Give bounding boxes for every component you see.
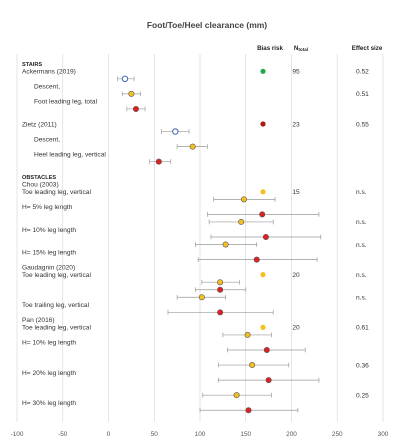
point-red-6 (132, 105, 139, 112)
study-label-16: Chou (2003) (22, 182, 59, 189)
study-label-34: Pan (2016) (22, 317, 55, 324)
bias-risk-dot-1 (260, 68, 266, 74)
section-label-0: STAIRS (22, 62, 42, 68)
bias-risk-dot-28 (260, 272, 266, 278)
point-red-13 (155, 158, 162, 165)
ci-whiskers (117, 76, 322, 413)
row-label-10: Descent, (34, 136, 60, 143)
effect-size-28: n.s. (356, 272, 367, 279)
row-label-5: Foot leading leg, total (34, 99, 98, 106)
point-red-38 (263, 346, 270, 353)
x-tick-label-1: -50 (58, 431, 68, 438)
row-label-22: H= 10% leg length (22, 227, 76, 234)
point-blue-2 (121, 75, 129, 83)
x-tick-label-2: 0 (107, 431, 111, 438)
effect-size-17: n.s. (356, 189, 367, 196)
n-total-35: 20 (292, 325, 300, 332)
effect-size-21: n.s. (356, 219, 367, 226)
effect-size-44: 0.25 (356, 392, 369, 399)
bias-risk-dot-35 (260, 324, 266, 330)
n-total-28: 20 (292, 272, 300, 279)
x-tick-label-8: 300 (378, 431, 389, 438)
effect-size-8: 0.55 (356, 121, 369, 128)
point-red-33 (217, 309, 224, 316)
point-yellow-11 (189, 143, 196, 150)
point-yellow-36 (244, 331, 251, 338)
point-red-46 (245, 407, 252, 414)
x-tick-label-7: 250 (332, 431, 343, 438)
study-label-1: Ackermans (2019) (22, 69, 76, 76)
point-yellow-40 (249, 362, 256, 369)
point-yellow-31 (198, 294, 205, 301)
header-effect-size: Effect size (352, 45, 383, 52)
x-tick-label-4: 100 (195, 431, 206, 438)
header-n-total: Ntotal (294, 45, 308, 52)
row-label-41: H= 20% leg length (22, 370, 76, 377)
effect-size-35: 0.61 (356, 325, 369, 332)
point-red-23 (262, 234, 269, 241)
effect-size-24: n.s. (356, 242, 367, 249)
effect-size-1: 0.52 (356, 69, 369, 76)
x-tick-label-5: 150 (240, 431, 251, 438)
x-tick-label-6: 200 (286, 431, 297, 438)
point-yellow-44 (233, 392, 240, 399)
effect-size-40: 0.36 (356, 362, 369, 369)
row-label-37: H= 10% leg length (22, 340, 76, 347)
n-total-1: 95 (292, 69, 300, 76)
point-yellow-29 (217, 279, 224, 286)
point-estimates (121, 68, 272, 414)
point-red-42 (265, 377, 272, 384)
grid-lines (16, 54, 384, 422)
header-n-label: N (294, 45, 299, 52)
header-bias-risk: Bias risk (257, 45, 283, 52)
point-red-26 (253, 256, 260, 263)
row-label-17: Toe leading leg, vertical (22, 189, 91, 196)
header-n-subscript: total (298, 47, 308, 52)
effect-size-4: 0.51 (356, 91, 369, 98)
x-tick-label-3: 50 (151, 431, 159, 438)
study-label-8: Zietz (2011) (22, 121, 57, 128)
row-label-12: Heel leading leg, vertical (34, 151, 106, 158)
bias-risk-dot-17 (260, 189, 266, 195)
bias-risk-dot-8 (260, 121, 266, 127)
study-label-27: Gaudagnin (2020) (22, 264, 75, 271)
row-label-35: Toe leading leg, vertical (22, 325, 91, 332)
point-yellow-24 (222, 241, 229, 248)
point-yellow-21 (238, 218, 245, 225)
x-tick-label-0: -100 (11, 431, 24, 438)
row-label-28: Toe leading leg, vertical (22, 272, 91, 279)
chart-title: Foot/Toe/Heel clearance (mm) (147, 20, 267, 30)
row-label-45: H= 30% leg length (22, 400, 76, 407)
point-blue-9 (172, 128, 179, 135)
n-total-8: 23 (292, 121, 300, 128)
row-label-19: H= 5% leg length (22, 204, 73, 211)
point-red-30 (217, 286, 224, 293)
point-yellow-4 (128, 90, 135, 97)
x-axis: -100 -50 0 50 100 150 200 250 300 (11, 431, 389, 438)
point-red-20 (259, 211, 266, 218)
n-total-17: 15 (292, 189, 300, 196)
section-label-15: OBSTACLES (22, 175, 56, 181)
row-label-3: Descent, (34, 84, 60, 91)
point-yellow-18 (240, 196, 247, 203)
effect-size-31: n.s. (356, 295, 367, 302)
row-label-32: Toe trailing leg, vertical (22, 302, 90, 309)
row-label-25: H= 15% leg length (22, 249, 76, 256)
